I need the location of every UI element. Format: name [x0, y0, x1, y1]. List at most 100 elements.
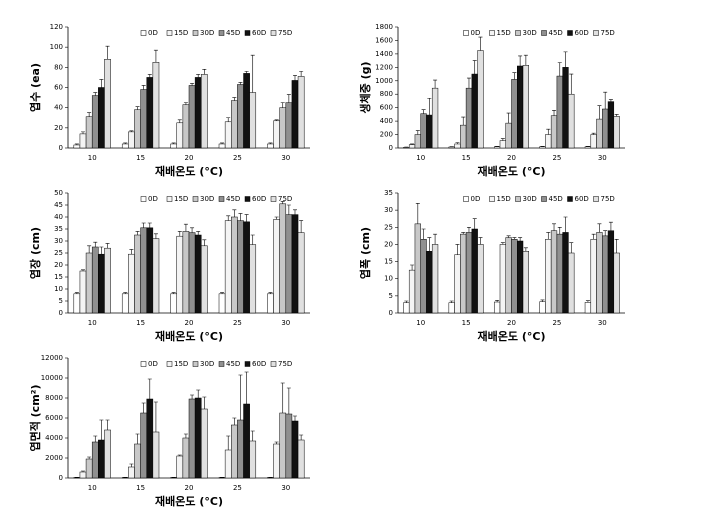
bar	[189, 85, 195, 148]
bar	[219, 294, 225, 313]
legend-swatch	[245, 31, 250, 36]
error-bar	[597, 106, 601, 119]
x-tick-label: 10	[88, 484, 97, 492]
error-bar	[552, 110, 556, 115]
error-bar	[154, 402, 158, 432]
bar	[225, 450, 231, 478]
legend-label: 30D	[200, 360, 214, 368]
bar	[597, 119, 603, 148]
error-bar	[422, 110, 426, 114]
bar	[153, 239, 159, 313]
y-tick-label: 0	[59, 474, 63, 482]
error-bar	[99, 79, 103, 87]
bar	[597, 232, 603, 313]
error-bar	[275, 442, 279, 444]
legend-label: 60D	[575, 195, 589, 203]
bar	[134, 444, 140, 478]
legend-swatch	[141, 31, 146, 36]
bar	[280, 413, 286, 478]
bar	[415, 135, 421, 148]
y-tick-label: 1000	[375, 77, 393, 85]
error-bar	[427, 98, 431, 115]
x-tick-label: 10	[88, 319, 97, 327]
legend-label: 15D	[174, 360, 188, 368]
x-tick-label: 25	[552, 319, 561, 327]
error-bar	[461, 232, 465, 234]
error-bar	[416, 203, 420, 224]
bar	[523, 251, 529, 313]
x-tick-label: 20	[507, 154, 516, 162]
error-bar	[433, 80, 437, 88]
legend-label: 45D	[549, 195, 563, 203]
error-bar	[226, 216, 230, 221]
bar	[231, 425, 237, 478]
error-bar	[518, 238, 522, 241]
error-bar	[609, 222, 613, 231]
bar	[585, 147, 591, 148]
legend-label: 75D	[601, 29, 615, 37]
error-bar	[129, 249, 133, 254]
error-bar	[190, 83, 194, 85]
bar	[466, 232, 472, 313]
error-bar	[99, 420, 103, 440]
legend-label: 0D	[148, 29, 158, 37]
x-axis-title: 재배온도 (°C)	[155, 164, 223, 178]
bar	[219, 144, 225, 148]
error-bar	[299, 221, 303, 233]
legend-label: 0D	[148, 360, 158, 368]
y-tick-label: 50	[54, 189, 63, 197]
legend-swatch	[141, 197, 146, 202]
y-tick-label: 25	[384, 223, 393, 231]
y-axis-title: 엽면적 (cm²)	[28, 384, 42, 451]
y-tick-label: 200	[380, 131, 393, 139]
legend-swatch	[490, 31, 495, 36]
y-tick-label: 0	[59, 309, 63, 317]
bar	[250, 245, 256, 313]
bar	[201, 74, 207, 148]
error-bar	[299, 71, 303, 76]
error-bar	[603, 231, 607, 236]
y-tick-label: 1600	[375, 36, 393, 44]
x-tick-label: 25	[233, 319, 242, 327]
bar	[237, 420, 243, 478]
error-bar	[99, 247, 103, 254]
error-bar	[196, 74, 200, 77]
y-tick-label: 1400	[375, 50, 393, 58]
legend-swatch	[271, 31, 276, 36]
x-tick-label: 15	[462, 154, 471, 162]
bar	[403, 303, 409, 313]
bar	[104, 430, 110, 478]
y-axis-title: 생체중 (g)	[358, 61, 372, 113]
bar	[237, 221, 243, 313]
x-tick-label: 15	[136, 319, 145, 327]
x-axis-title: 재배온도 (°C)	[478, 329, 546, 343]
error-bar	[609, 100, 613, 102]
y-tick-label: 30	[54, 237, 63, 245]
bar	[147, 399, 153, 478]
error-bar	[226, 118, 230, 122]
legend-label: 15D	[174, 195, 188, 203]
x-axis-title: 재배온도 (°C)	[155, 494, 223, 508]
error-bar	[245, 71, 249, 73]
error-bar	[251, 431, 255, 441]
bar	[280, 108, 286, 148]
y-tick-label: 1800	[375, 23, 393, 31]
error-bar	[184, 434, 188, 438]
x-axis-title: 재배온도 (°C)	[155, 329, 223, 343]
legend-label: 45D	[226, 360, 240, 368]
error-bar	[524, 55, 528, 65]
y-tick-label: 20	[54, 124, 63, 132]
bar	[153, 62, 159, 148]
y-tick-label: 20	[54, 261, 63, 269]
error-bar	[93, 436, 97, 442]
error-bar	[615, 114, 619, 116]
error-bar	[136, 107, 140, 110]
error-bar	[461, 117, 465, 125]
error-bar	[142, 403, 146, 413]
legend-swatch	[271, 197, 276, 202]
bar	[602, 236, 608, 313]
bar	[104, 248, 110, 313]
bar	[274, 219, 280, 313]
y-tick-label: 10	[54, 285, 63, 293]
bar	[563, 232, 569, 313]
